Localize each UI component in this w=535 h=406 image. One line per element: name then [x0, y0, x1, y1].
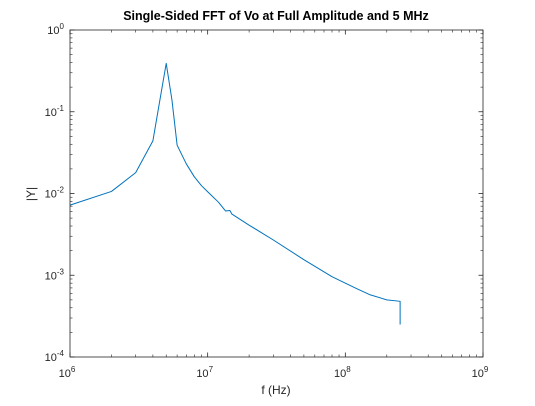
y-axis-label: |Y|: [24, 187, 38, 201]
x-tick-label: 107: [196, 365, 213, 380]
y-tick-label: 100: [47, 22, 64, 37]
series-line: [69, 62, 401, 325]
x-tick-label: 106: [59, 365, 76, 380]
x-axis-label: f (Hz): [261, 383, 290, 397]
x-tick-label: 109: [472, 365, 489, 380]
y-tick-label: 10-4: [45, 349, 65, 364]
chart-title: Single-Sided FFT of Vo at Full Amplitude…: [123, 9, 429, 23]
y-tick-label: 10-3: [45, 267, 65, 282]
x-tick-label: 108: [334, 365, 351, 380]
axes-box: [69, 29, 484, 358]
plot-area: [70, 30, 483, 357]
y-tick-label: 10-1: [45, 104, 65, 119]
y-tick-label: 10-2: [45, 186, 65, 201]
